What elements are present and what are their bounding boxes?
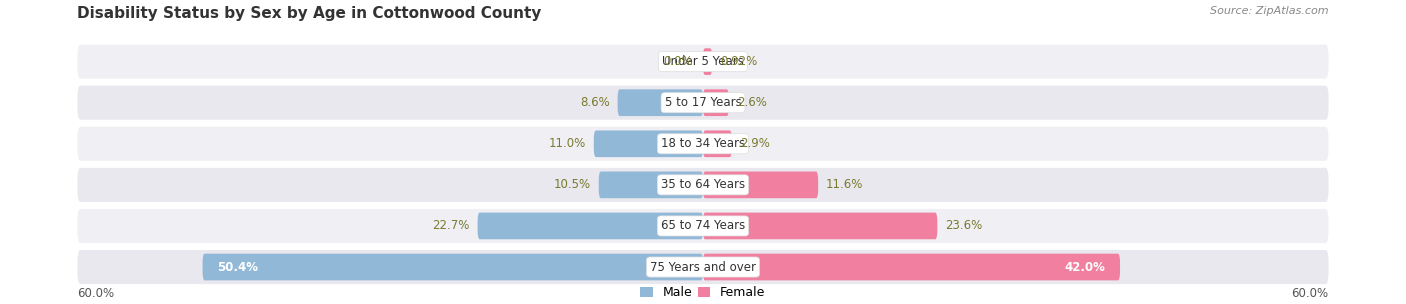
Text: 0.92%: 0.92%: [720, 55, 758, 68]
FancyBboxPatch shape: [77, 209, 1329, 243]
FancyBboxPatch shape: [478, 212, 703, 239]
FancyBboxPatch shape: [77, 250, 1329, 284]
Text: 2.9%: 2.9%: [740, 137, 769, 150]
FancyBboxPatch shape: [703, 254, 1121, 280]
FancyBboxPatch shape: [703, 171, 818, 198]
Text: Source: ZipAtlas.com: Source: ZipAtlas.com: [1211, 6, 1329, 16]
Text: 0.0%: 0.0%: [664, 55, 693, 68]
Text: 42.0%: 42.0%: [1064, 261, 1105, 274]
FancyBboxPatch shape: [599, 171, 703, 198]
Text: 8.6%: 8.6%: [579, 96, 610, 109]
FancyBboxPatch shape: [77, 127, 1329, 161]
FancyBboxPatch shape: [703, 130, 731, 157]
Text: 75 Years and over: 75 Years and over: [650, 261, 756, 274]
Text: 60.0%: 60.0%: [1292, 287, 1329, 300]
Text: 50.4%: 50.4%: [218, 261, 259, 274]
Text: 11.0%: 11.0%: [548, 137, 586, 150]
Text: 22.7%: 22.7%: [432, 219, 470, 233]
Text: 11.6%: 11.6%: [827, 178, 863, 191]
FancyBboxPatch shape: [617, 89, 703, 116]
Text: Under 5 Years: Under 5 Years: [662, 55, 744, 68]
Text: 2.6%: 2.6%: [737, 96, 766, 109]
Text: 65 to 74 Years: 65 to 74 Years: [661, 219, 745, 233]
Legend: Male, Female: Male, Female: [636, 281, 770, 304]
FancyBboxPatch shape: [703, 212, 938, 239]
Text: 23.6%: 23.6%: [945, 219, 983, 233]
Text: 35 to 64 Years: 35 to 64 Years: [661, 178, 745, 191]
FancyBboxPatch shape: [77, 86, 1329, 120]
FancyBboxPatch shape: [77, 168, 1329, 202]
FancyBboxPatch shape: [202, 254, 703, 280]
FancyBboxPatch shape: [703, 89, 728, 116]
Text: 60.0%: 60.0%: [77, 287, 114, 300]
Text: Disability Status by Sex by Age in Cottonwood County: Disability Status by Sex by Age in Cotto…: [77, 6, 541, 21]
FancyBboxPatch shape: [593, 130, 703, 157]
Text: 5 to 17 Years: 5 to 17 Years: [665, 96, 741, 109]
FancyBboxPatch shape: [703, 48, 711, 75]
Text: 10.5%: 10.5%: [554, 178, 591, 191]
FancyBboxPatch shape: [77, 45, 1329, 79]
Text: 18 to 34 Years: 18 to 34 Years: [661, 137, 745, 150]
